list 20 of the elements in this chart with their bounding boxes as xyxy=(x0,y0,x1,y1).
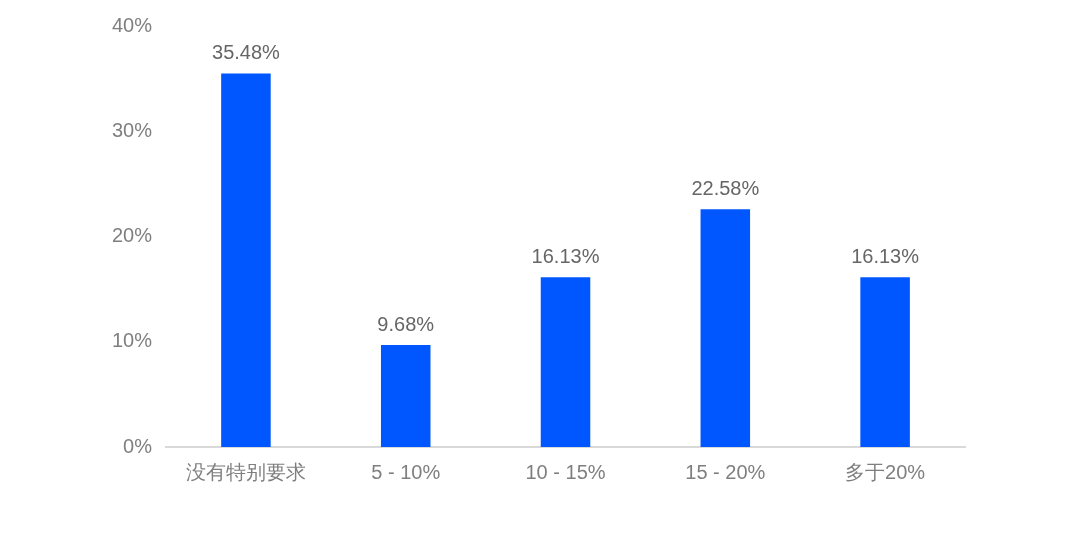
data-label: 16.13% xyxy=(851,244,920,267)
y-tick-label: 10% xyxy=(112,329,153,352)
x-tick-label: 15 - 20% xyxy=(685,460,766,483)
y-tick-label: 30% xyxy=(112,118,153,141)
data-label: 35.48% xyxy=(212,41,281,64)
bar xyxy=(380,345,431,447)
y-tick-label: 0% xyxy=(123,434,153,457)
data-label: 9.68% xyxy=(377,312,435,335)
bar xyxy=(540,277,591,447)
bar xyxy=(700,209,751,447)
y-tick-label: 40% xyxy=(112,13,153,36)
bar xyxy=(860,277,910,447)
x-tick-label: 没有特别要求 xyxy=(185,460,306,483)
data-label: 22.58% xyxy=(691,176,760,199)
y-tick-label: 20% xyxy=(112,224,153,247)
x-tick-label: 多于20% xyxy=(845,460,926,483)
x-tick-label: 10 - 15% xyxy=(525,460,606,483)
x-tick-label: 5 - 10% xyxy=(371,460,441,483)
bar xyxy=(221,73,271,447)
data-label: 16.13% xyxy=(531,244,600,267)
